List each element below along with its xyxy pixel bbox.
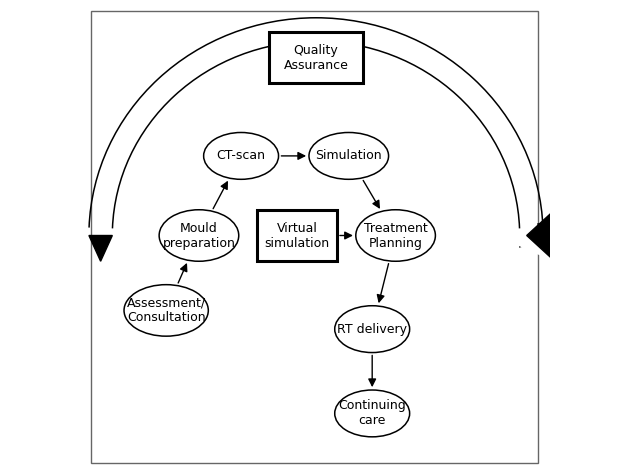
FancyBboxPatch shape — [257, 210, 337, 261]
Polygon shape — [526, 210, 555, 261]
Polygon shape — [89, 236, 112, 261]
Text: Mould
preparation: Mould preparation — [162, 221, 235, 250]
Ellipse shape — [335, 306, 410, 353]
Text: Treatment
Planning: Treatment Planning — [364, 221, 427, 250]
Ellipse shape — [159, 210, 239, 261]
Ellipse shape — [309, 132, 389, 179]
Ellipse shape — [335, 390, 410, 437]
Text: CT-scan: CT-scan — [217, 149, 265, 162]
Ellipse shape — [356, 210, 435, 261]
Ellipse shape — [124, 284, 209, 336]
FancyBboxPatch shape — [269, 32, 363, 83]
Text: Assessment/
Consultation: Assessment/ Consultation — [126, 296, 206, 325]
Ellipse shape — [204, 132, 279, 179]
Text: Simulation: Simulation — [315, 149, 382, 162]
Text: RT delivery: RT delivery — [337, 323, 407, 336]
Polygon shape — [520, 210, 555, 261]
Text: Virtual
simulation: Virtual simulation — [265, 221, 330, 250]
Text: Continuing
care: Continuing care — [338, 399, 406, 427]
Text: Quality
Assurance: Quality Assurance — [284, 44, 348, 72]
